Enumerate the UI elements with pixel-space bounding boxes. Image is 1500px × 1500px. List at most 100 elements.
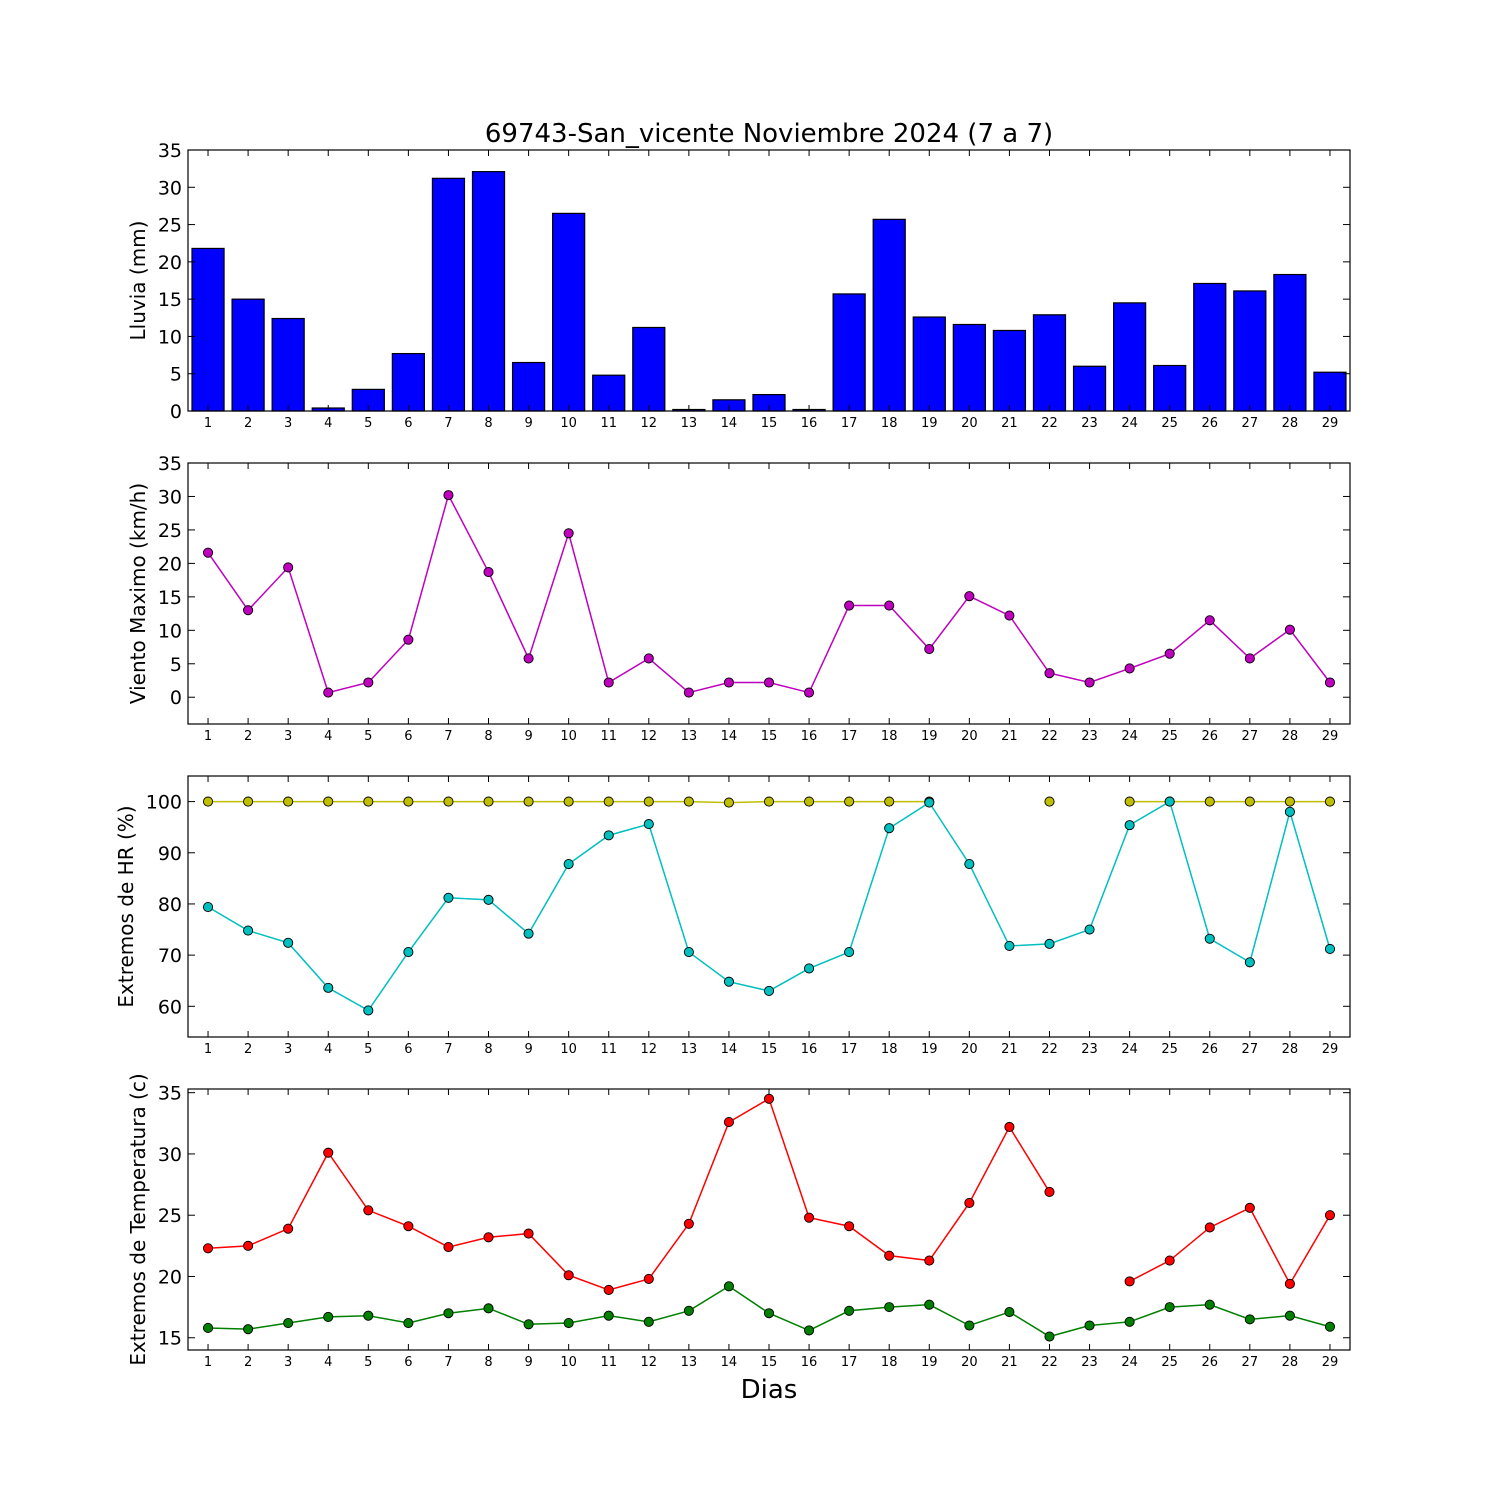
x-tick-label: 13 xyxy=(681,1355,698,1370)
humidity-series-2-point xyxy=(1244,957,1255,968)
x-tick-label: 20 xyxy=(961,1042,978,1057)
wind-series-1-point xyxy=(363,677,374,688)
rain-bar xyxy=(511,361,546,412)
humidity-series-2-point xyxy=(323,982,334,993)
x-tick-label: 9 xyxy=(524,729,532,744)
wind-series-1-point xyxy=(283,562,294,573)
x-tick-label: 28 xyxy=(1282,729,1299,744)
x-tick-label: 14 xyxy=(721,416,738,431)
rain-bar xyxy=(632,326,666,412)
temperature-series-2-point xyxy=(844,1305,855,1316)
temperature-series-1-point xyxy=(1204,1222,1215,1233)
x-tick-label: 17 xyxy=(841,1355,858,1370)
temperature-series-2-point xyxy=(323,1311,334,1322)
x-tick-label: 18 xyxy=(881,1355,898,1370)
x-tick-label: 4 xyxy=(324,1355,332,1370)
x-tick-label: 20 xyxy=(961,729,978,744)
chart-title: 69743-San_vicente Noviembre 2024 (7 a 7) xyxy=(485,119,1053,149)
rain-bar xyxy=(1032,314,1067,412)
humidity-series-1-point xyxy=(683,796,694,807)
temperature-series-1-point xyxy=(1164,1255,1175,1266)
y-tick-label: 35 xyxy=(158,1083,182,1105)
x-tick-label: 18 xyxy=(881,729,898,744)
x-tick-label: 23 xyxy=(1081,729,1098,744)
temperature-series-1-point xyxy=(603,1284,614,1296)
humidity-series-1-point xyxy=(563,796,574,807)
x-tick-label: 26 xyxy=(1201,729,1218,744)
wind-panel: 1 2 3 4 5 6 7 8 9 10 11 12 13 14 15 16 17 18 19 20 21 22 23 24 2… xyxy=(126,453,1351,744)
wind-series-1-point xyxy=(563,528,574,539)
humidity-series-1-point xyxy=(202,796,214,807)
wind-series-1-point xyxy=(403,634,414,645)
x-tick-label: 8 xyxy=(484,729,492,744)
x-tick-label: 5 xyxy=(364,1042,372,1057)
temperature-series-1-point xyxy=(523,1228,534,1239)
y-tick-label: 20 xyxy=(158,1266,182,1288)
rain-bar xyxy=(912,316,946,412)
temperature-series-2-point xyxy=(603,1310,614,1321)
temperature-series-2-point xyxy=(643,1316,654,1327)
temperature-series-1-point xyxy=(563,1270,574,1281)
wind-series-1-point xyxy=(483,567,494,578)
x-tick-label: 15 xyxy=(761,1355,778,1370)
rain-bar xyxy=(952,323,986,412)
x-tick-label: 3 xyxy=(284,1355,292,1370)
temperature-series-2-point xyxy=(1124,1316,1135,1327)
x-tick-label: 24 xyxy=(1121,416,1138,431)
humidity-series-2-point xyxy=(844,946,855,958)
rain-bar xyxy=(431,177,466,412)
humidity-series-1-point xyxy=(323,796,334,807)
humidity-series-2-point xyxy=(1284,806,1295,817)
x-tick-label: 9 xyxy=(524,1355,532,1370)
temperature-series-1-point xyxy=(323,1147,334,1158)
rain-bar xyxy=(271,317,305,412)
x-tick-label: 27 xyxy=(1242,729,1259,744)
wind-series-1-point xyxy=(1284,624,1295,635)
x-tick-label: 8 xyxy=(484,1042,492,1057)
rain-bar xyxy=(1193,282,1227,412)
x-tick-label: 17 xyxy=(841,416,858,431)
wind-series-1-point xyxy=(1124,663,1135,674)
chart-panels: 1 2 3 4 5 6 7 8 9 10 11 12 13 14 15 16 17 18 19 20 21 22 23 24 2… xyxy=(114,140,1351,1370)
temperature-series-2-point xyxy=(563,1317,574,1329)
x-tick-label: 24 xyxy=(1121,1355,1138,1370)
rain-bar xyxy=(1072,365,1107,412)
y-tick-label: 100 xyxy=(146,792,182,814)
humidity-series-2-point xyxy=(1124,820,1135,831)
temperature-series-1-point xyxy=(1004,1121,1015,1133)
temperature-series-1-point xyxy=(763,1093,775,1104)
rain-bar xyxy=(231,298,265,412)
wind-series-1-point xyxy=(964,591,975,602)
wind-series-1-point xyxy=(1244,653,1255,664)
humidity-series-1-point xyxy=(643,796,654,807)
x-tick-label: 2 xyxy=(244,1355,252,1370)
humidity-series-1-point xyxy=(283,796,294,807)
humidity-series-2-point xyxy=(403,946,414,958)
temperature-series-2-point xyxy=(483,1303,494,1314)
x-tick-label: 1 xyxy=(204,1355,212,1370)
x-tick-label: 8 xyxy=(484,416,492,431)
humidity-series-1-point xyxy=(1204,796,1215,807)
wind-series-1-point xyxy=(523,653,534,664)
x-tick-label: 24 xyxy=(1121,1042,1138,1057)
y-tick-label: 0 xyxy=(170,401,182,423)
temperature-series-2-point xyxy=(1084,1320,1095,1331)
wind-series-1-point xyxy=(1004,610,1015,621)
x-tick-label: 15 xyxy=(761,416,778,431)
x-tick-label: 17 xyxy=(841,729,858,744)
humidity-series-1-point xyxy=(363,796,374,807)
humidity-series-2-point xyxy=(683,946,694,958)
humidity-series-2-point xyxy=(1044,938,1055,949)
humidity-series-2-point xyxy=(563,858,574,870)
temperature-series-2-point xyxy=(924,1299,935,1310)
temperature-series-2-point xyxy=(1324,1321,1336,1332)
humidity-series-1-point xyxy=(1044,796,1055,807)
x-tick-label: 12 xyxy=(641,1042,658,1057)
y-tick-label: 60 xyxy=(158,996,182,1018)
temperature-series-2-point xyxy=(1244,1314,1255,1325)
temperature-series-2-point xyxy=(683,1305,694,1316)
humidity-series-1-point xyxy=(523,796,534,807)
x-tick-label: 9 xyxy=(524,416,532,431)
y-tick-label: 0 xyxy=(170,687,182,709)
